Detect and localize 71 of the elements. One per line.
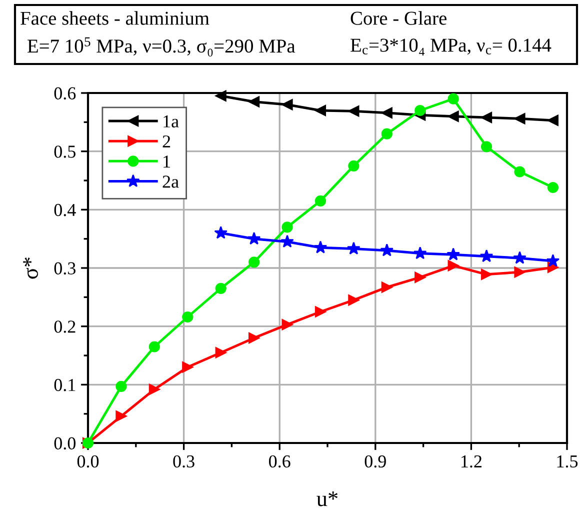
point xyxy=(348,106,360,117)
point xyxy=(282,319,293,330)
point xyxy=(148,341,160,352)
point xyxy=(448,260,459,272)
x-tick-label: 0.3 xyxy=(173,455,194,468)
point xyxy=(314,240,328,254)
point xyxy=(314,195,326,206)
y-tick-label: 0.2 xyxy=(54,320,76,333)
point xyxy=(314,104,326,116)
x-tick-label: 0.0 xyxy=(77,455,99,468)
point xyxy=(414,272,426,283)
y-tick-label: 0.4 xyxy=(54,204,76,216)
point xyxy=(514,113,526,124)
point xyxy=(182,362,194,373)
point xyxy=(448,110,459,122)
point xyxy=(215,347,226,358)
point xyxy=(446,248,460,260)
point xyxy=(182,311,194,323)
point xyxy=(514,266,526,278)
y-axis-title: σ* xyxy=(23,258,38,279)
point xyxy=(547,114,559,126)
y-tick-label: 0.3 xyxy=(54,262,76,275)
point xyxy=(380,244,394,256)
point xyxy=(116,380,127,392)
text: E$_{c}$=3*10₄ MPa, ν$_{c}$= 0.144 xyxy=(350,38,552,56)
point xyxy=(116,410,127,422)
y-tick-label: 0.6 xyxy=(54,87,76,100)
x-tick-label: 1.2 xyxy=(462,455,482,468)
point xyxy=(480,268,492,280)
point xyxy=(248,256,260,268)
point xyxy=(381,282,392,293)
legend-label: 1a xyxy=(164,115,179,128)
point xyxy=(348,160,360,172)
point xyxy=(282,222,293,233)
x-tick-label: 0.9 xyxy=(364,455,386,468)
point xyxy=(480,112,492,124)
point xyxy=(381,128,392,140)
point xyxy=(248,96,260,108)
point xyxy=(214,226,228,239)
y-tick-label: 0.0 xyxy=(54,437,76,450)
point xyxy=(215,90,226,102)
point xyxy=(480,141,492,152)
legend-label: 2 xyxy=(162,135,170,148)
point xyxy=(514,166,526,178)
text: Core - Glare xyxy=(350,11,446,25)
point xyxy=(282,99,293,110)
point xyxy=(513,251,526,264)
text: E=7 10$^{5}$ MPa, ν=0.3, σ₀=290 MPa xyxy=(28,37,296,57)
point xyxy=(314,306,326,318)
point xyxy=(148,384,160,395)
point xyxy=(381,107,392,118)
point xyxy=(347,242,360,254)
x-tick-label: 1.5 xyxy=(557,455,578,468)
point xyxy=(448,93,459,104)
point xyxy=(546,254,560,267)
point xyxy=(480,249,494,262)
point xyxy=(280,234,294,248)
point xyxy=(215,282,226,294)
point xyxy=(413,246,427,260)
text: Face sheets - aluminium xyxy=(20,11,210,25)
legend-label: 1 xyxy=(164,156,170,168)
point xyxy=(247,232,261,245)
y-tick-label: 0.1 xyxy=(54,378,76,392)
point xyxy=(348,294,360,306)
point xyxy=(248,332,260,344)
legend-label: 2a xyxy=(162,176,179,188)
x-tick-label: 0.6 xyxy=(269,455,290,468)
y-tick-label: 0.5 xyxy=(54,146,76,158)
point xyxy=(547,182,559,194)
point xyxy=(414,104,426,116)
x-axis-title: u* xyxy=(316,491,338,506)
